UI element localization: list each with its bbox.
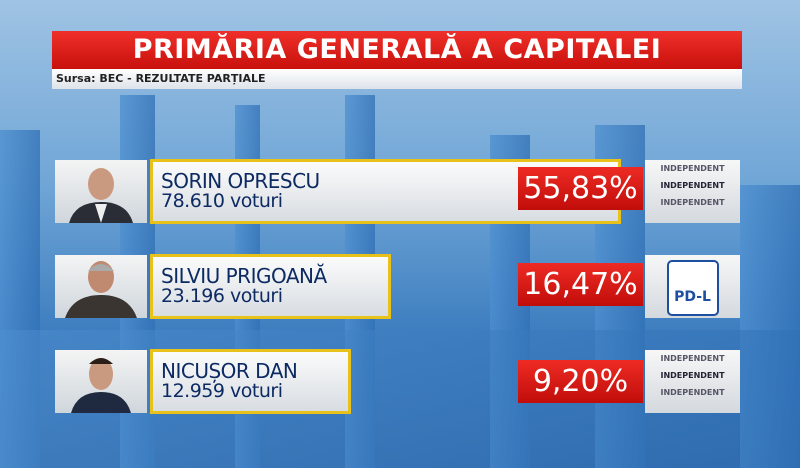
candidate-photo <box>55 160 147 223</box>
party-box: PD-L <box>645 255 740 318</box>
party-label: INDEPENDENT <box>660 164 725 173</box>
candidate-bar: NICUȘOR DAN 12.959 voturi <box>150 349 351 414</box>
candidate-name: SILVIU PRIGOANĂ <box>161 264 327 288</box>
candidate-photo <box>55 350 147 413</box>
party-label: INDEPENDENT <box>660 354 725 363</box>
party-label: INDEPENDENT <box>660 371 725 380</box>
portrait <box>69 168 133 223</box>
party-label: INDEPENDENT <box>660 388 725 397</box>
percentage: 9,20% <box>518 360 643 403</box>
party-box: INDEPENDENT INDEPENDENT INDEPENDENT <box>645 350 740 413</box>
party-box: INDEPENDENT INDEPENDENT INDEPENDENT <box>645 160 740 223</box>
candidate-votes: 23.196 voturi <box>161 285 283 307</box>
portrait <box>65 261 137 318</box>
candidate-bar: SILVIU PRIGOANĂ 23.196 voturi <box>150 254 391 319</box>
title: PRIMĂRIA GENERALĂ A CAPITALEI <box>52 31 742 69</box>
candidate-name: SORIN OPRESCU <box>161 169 320 193</box>
candidate-votes: 78.610 voturi <box>161 190 283 212</box>
candidate-name: NICUȘOR DAN <box>161 359 298 383</box>
party-label: INDEPENDENT <box>660 198 725 207</box>
party-logo: PD-L <box>666 260 719 316</box>
percentage: 55,83% <box>518 167 643 210</box>
candidate-votes: 12.959 voturi <box>161 380 283 402</box>
candidate-photo <box>55 255 147 318</box>
portrait <box>71 358 131 413</box>
party-label: INDEPENDENT <box>660 181 725 190</box>
source: Sursa: BEC - REZULTATE PARȚIALE <box>52 69 742 89</box>
percentage: 16,47% <box>518 263 643 306</box>
